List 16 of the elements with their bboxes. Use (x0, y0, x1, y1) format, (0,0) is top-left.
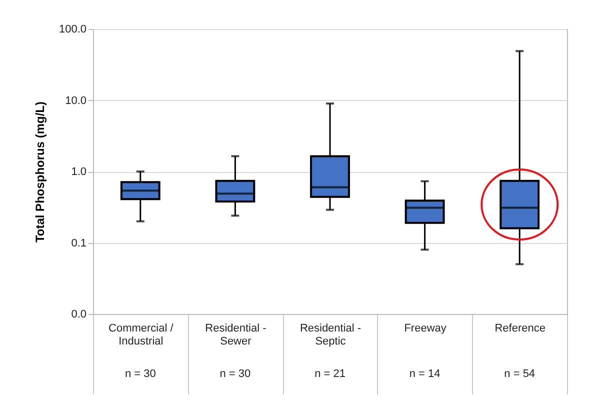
x-tick-label: Residential - Septic (300, 322, 362, 348)
x-tick-label: Freeway (404, 322, 447, 334)
y-axis-title: Total Phosphorus (mg/L) (32, 101, 47, 243)
text: n = 14 (409, 368, 440, 380)
text: n = 30 (124, 368, 156, 380)
text: n = 30 (220, 368, 251, 380)
x-tick-label: Commercial / Industrial (108, 322, 174, 348)
y-tick-label: 0.1 (71, 237, 86, 250)
x-tick-label: Residential - Sewer (205, 322, 267, 348)
y-tick-label: 1.0 (71, 166, 86, 178)
y-tick-label: 0.0 (71, 308, 86, 320)
y-tick-label: 10.0 (65, 94, 86, 107)
text: n = 21 (314, 368, 346, 380)
y-tick-label: 100.0 (58, 24, 86, 36)
x-tick-label: Reference (494, 322, 546, 334)
text: n = 54 (504, 368, 536, 380)
